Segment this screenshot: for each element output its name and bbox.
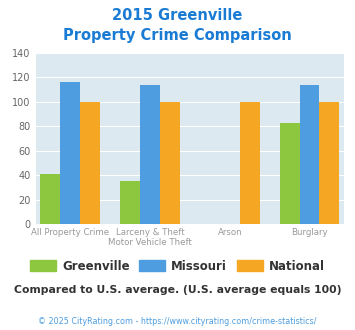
Bar bbox=[140, 85, 160, 224]
Bar bbox=[320, 102, 339, 224]
Bar bbox=[300, 85, 320, 224]
Bar bbox=[80, 102, 100, 224]
Text: Larceny & Theft
Motor Vehicle Theft: Larceny & Theft Motor Vehicle Theft bbox=[108, 228, 192, 247]
Bar bbox=[160, 102, 180, 224]
Text: © 2025 CityRating.com - https://www.cityrating.com/crime-statistics/: © 2025 CityRating.com - https://www.city… bbox=[38, 317, 317, 326]
Bar bbox=[240, 102, 260, 224]
Bar bbox=[280, 123, 300, 224]
Text: All Property Crime: All Property Crime bbox=[31, 228, 109, 237]
Bar bbox=[120, 182, 140, 224]
Text: Property Crime Comparison: Property Crime Comparison bbox=[63, 28, 292, 43]
Text: Arson: Arson bbox=[218, 228, 242, 237]
Text: Compared to U.S. average. (U.S. average equals 100): Compared to U.S. average. (U.S. average … bbox=[14, 285, 341, 295]
Bar bbox=[40, 174, 60, 224]
Legend: Greenville, Missouri, National: Greenville, Missouri, National bbox=[26, 255, 329, 278]
Bar bbox=[60, 82, 80, 224]
Text: 2015 Greenville: 2015 Greenville bbox=[112, 8, 243, 23]
Text: Burglary: Burglary bbox=[291, 228, 328, 237]
